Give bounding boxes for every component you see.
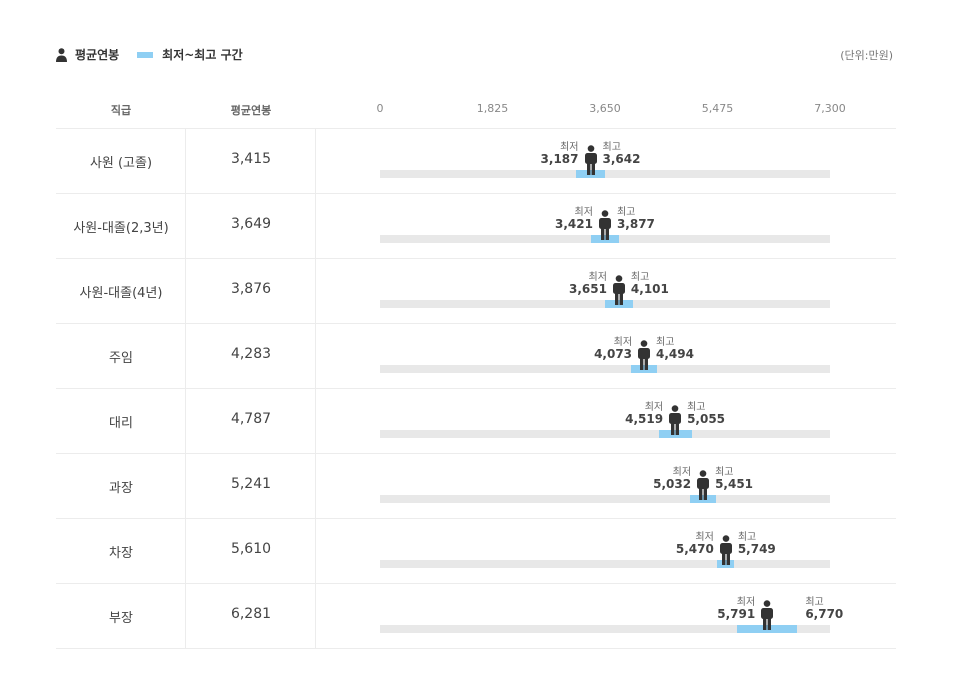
axis-tick-label: 1,825 (476, 102, 509, 115)
min-value: 3,187 (540, 152, 579, 166)
min-value: 4,519 (625, 412, 664, 426)
rank-label: 사원 (고졸) (89, 156, 153, 171)
avg-person-marker (719, 535, 733, 565)
min-value: 4,073 (594, 347, 633, 361)
row-divider (56, 193, 896, 194)
range-track (380, 300, 830, 308)
axis-tick-label: 5,475 (701, 102, 734, 115)
legend-avg-label: 평균연봉 (75, 48, 120, 62)
max-caption: 최고 (805, 597, 824, 608)
min-max-range-bar (736, 625, 798, 633)
min-caption: 최저 (588, 272, 607, 283)
rank-label: 부장 (109, 611, 133, 626)
max-caption: 최고 (687, 402, 706, 413)
legend-range-label: 최저~최고 구간 (162, 48, 243, 62)
min-value: 5,791 (717, 607, 756, 621)
row-divider (56, 323, 896, 324)
row-divider (56, 518, 896, 519)
avg-salary-value: 3,876 (230, 281, 272, 297)
min-value: 3,651 (568, 282, 607, 296)
legend: 평균연봉 최저~최고 구간 (56, 46, 243, 63)
min-caption: 최저 (736, 597, 756, 608)
max-value: 5,451 (715, 477, 754, 491)
min-caption: 최저 (574, 207, 593, 218)
avg-salary-value: 3,649 (230, 216, 272, 232)
column-divider (315, 128, 316, 648)
row-divider (56, 128, 896, 129)
max-value: 6,770 (805, 607, 844, 621)
range-swatch (137, 51, 154, 58)
avg-person-marker (668, 405, 682, 435)
avg-salary-value: 5,241 (230, 476, 272, 492)
header-rank: 직급 (110, 104, 132, 117)
avg-salary-value: 3,415 (230, 151, 272, 167)
min-max-range-bar (717, 560, 735, 568)
avg-salary-value: 4,787 (230, 411, 272, 427)
rank-label: 대리 (109, 416, 133, 431)
row-divider (56, 453, 896, 454)
min-max-range-bar (690, 495, 717, 503)
range-track (380, 430, 830, 438)
min-max-range-bar (590, 235, 619, 243)
min-caption: 최저 (644, 402, 664, 413)
row-divider (56, 388, 896, 389)
avg-salary-value: 6,281 (230, 606, 272, 622)
header-avg: 평균연봉 (230, 104, 272, 117)
max-caption: 최고 (630, 272, 650, 283)
max-caption: 최고 (715, 467, 734, 478)
rank-label: 사원-대졸(4년) (79, 286, 163, 301)
range-track (380, 495, 830, 503)
row-divider (56, 258, 896, 259)
avg-salary-value: 4,283 (230, 346, 272, 362)
max-value: 3,877 (616, 217, 655, 231)
max-caption: 최고 (737, 532, 757, 543)
avg-person-marker (760, 600, 774, 630)
min-value: 5,032 (653, 477, 692, 491)
row-divider (56, 648, 896, 649)
min-caption: 최저 (613, 337, 633, 348)
axis-tick-label: 0 (376, 102, 384, 115)
rank-label: 주임 (109, 351, 133, 366)
avg-person-marker (598, 210, 612, 240)
rank-label: 사원-대졸(2,3년) (73, 221, 169, 236)
min-max-range-bar (605, 300, 633, 308)
min-caption: 최저 (672, 467, 692, 478)
min-max-range-bar (576, 170, 605, 178)
axis-tick-label: 7,300 (814, 102, 846, 115)
rank-label: 차장 (109, 546, 133, 561)
axis-tick-label: 3,650 (589, 102, 621, 115)
max-caption: 최고 (656, 337, 675, 348)
min-caption: 최저 (560, 142, 579, 153)
max-value: 5,749 (737, 542, 776, 556)
avg-person-marker (637, 340, 651, 370)
range-track (380, 625, 830, 633)
max-caption: 최고 (616, 207, 636, 218)
min-value: 5,470 (675, 542, 714, 556)
min-max-range-bar (631, 365, 657, 373)
avg-person-marker (584, 145, 598, 175)
rank-label: 과장 (109, 481, 133, 496)
range-track (380, 560, 830, 568)
avg-person-marker (612, 275, 626, 305)
row-divider (56, 583, 896, 584)
column-divider (185, 128, 186, 648)
avg-salary-value: 5,610 (230, 541, 272, 557)
person-icon (56, 47, 67, 62)
max-caption: 최고 (602, 142, 621, 153)
max-value: 5,055 (687, 412, 726, 426)
range-track (380, 170, 830, 178)
unit-label: (단위:만원) (840, 49, 893, 62)
min-max-range-bar (658, 430, 692, 438)
range-track (380, 365, 830, 373)
max-value: 4,101 (630, 282, 669, 296)
min-value: 3,421 (554, 217, 593, 231)
min-caption: 최저 (695, 532, 714, 543)
max-value: 3,642 (602, 152, 641, 166)
max-value: 4,494 (656, 347, 694, 361)
avg-person-marker (696, 470, 710, 500)
